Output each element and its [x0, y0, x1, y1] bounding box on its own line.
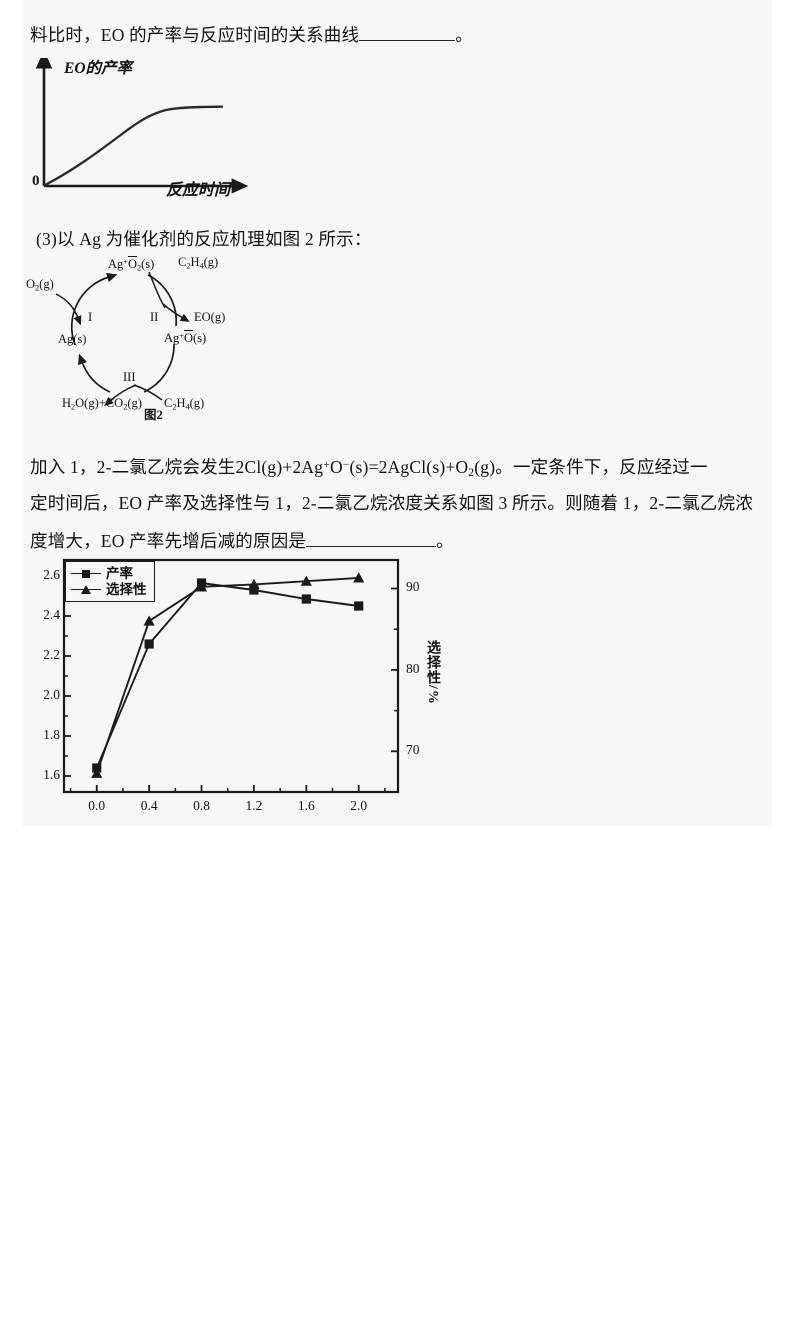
figure-2-arrow-c2h4-in [148, 271, 166, 309]
paragraph-line-1: 加入 1，2-二氯乙烷会发生2Cl(g)+2Ag+O−(s)=2AgCl(s)+… [30, 446, 708, 492]
figure-2-label-products: H2O(g)+CO2(g) [62, 396, 142, 412]
question-line-1-period: 。 [455, 25, 473, 45]
figure-2-label-ags: Ag(s) [58, 332, 87, 346]
figure-2-arrow-eo-out [162, 303, 190, 322]
data-point-选择性 [248, 578, 260, 590]
figure-1-origin-label: 0 [32, 173, 40, 189]
figure-3-chart: 产率 选择性 选择性/% 1.6 1.8 2.0 2.2 2.4 2.6 70 80 90 0.0… [30, 552, 450, 824]
data-point-选择性 [353, 572, 365, 583]
left-axis-tick-label: 2.6 [43, 567, 60, 582]
figure-2-label-ago2s: Ag+O2(s) [108, 257, 155, 273]
figure-1-svg [35, 50, 249, 194]
figure-2-arc-step-1 [70, 272, 118, 346]
figure-1-curve [43, 105, 224, 187]
question-line-1-text: 料比时，EO 的产率与反应时间的关系曲线 [30, 25, 360, 45]
figure-2-caption: 图2 [144, 408, 163, 422]
paragraph-line-3: 度增大，EO 产率先增后减的原因是 。 [30, 522, 454, 560]
figure-2-arc-step-3b [78, 353, 111, 393]
series-line-选择性 [95, 576, 359, 774]
x-axis-tick-label: 1.6 [297, 798, 315, 813]
paragraph-line-3-period: 。 [436, 531, 454, 551]
figure-2-mechanism: O2(g) Ag+O2(s) C2H4(g) EO(g) Ag+O(s) Ag(… [26, 252, 306, 422]
x-axis-tick-label: 2.0 [350, 798, 368, 813]
right-axis-tick-label: 90 [406, 579, 420, 595]
paragraph-text-b: 。一定条件下，反应经过一 [495, 456, 708, 477]
figure-2-step-1: I [88, 310, 93, 324]
data-point-产率 [249, 585, 259, 595]
answer-blank-2[interactable] [306, 546, 437, 547]
data-point-选择性 [143, 615, 155, 626]
figure-1-yield-vs-time: EO的产率 反应时间 0 [26, 50, 288, 210]
legend-item-yield: 产率 [71, 565, 147, 581]
data-point-产率 [301, 594, 311, 604]
figure-2-step-2: II [150, 310, 159, 324]
left-axis-tick-label: 1.6 [43, 767, 60, 782]
data-point-选择性 [91, 767, 103, 778]
data-point-产率 [144, 639, 154, 649]
document-content: 料比时，EO 的产率与反应时间的关系曲线。 EO的产率 反应时间 0 (3)以 … [0, 0, 800, 826]
paragraph-equation: 2Cl(g)+2Ag+O−(s)=2AgCl(s)+O2(g) [235, 456, 496, 480]
legend-label-selectivity: 选择性 [106, 581, 147, 597]
legend-label-yield: 产率 [106, 565, 133, 581]
figure-2-label-o2: O2(g) [26, 277, 54, 293]
left-axis-tick-label: 2.4 [43, 607, 60, 622]
square-marker-icon [71, 567, 101, 579]
figure-2-svg [55, 271, 190, 407]
figure-2-step-3: III [123, 370, 136, 384]
figure-2-label-agos: Ag+O(s) [164, 331, 207, 345]
paragraph-text-a: 加入 1，2-二氯乙烷会发生 [30, 456, 236, 477]
legend-item-selectivity: 选择性 [71, 581, 147, 597]
answer-blank-1[interactable] [359, 40, 456, 41]
figure-2-arc-step-2 [147, 274, 178, 327]
right-axis-tick-label: 70 [406, 742, 420, 758]
triangle-marker-icon [71, 583, 101, 595]
figure-1-x-axis-label: 反应时间 [166, 182, 231, 199]
figure-2-arrow-c2h4-bottom-in [133, 384, 163, 401]
figure-2-label-eo: EO(g) [194, 310, 226, 324]
x-axis-tick-label: 0.4 [140, 798, 158, 813]
x-axis-tick-label: 1.2 [245, 798, 263, 813]
question-line-1: 料比时，EO 的产率与反应时间的关系曲线 。 [30, 16, 473, 54]
left-axis-tick-label: 2.0 [43, 687, 60, 702]
figure-1-y-axis-label: EO的产率 [64, 60, 133, 77]
figure-2-label-c2h4-top: C2H4(g) [178, 255, 219, 271]
data-point-选择性 [300, 575, 312, 586]
figure-2-arc-step-3a [143, 343, 175, 393]
paragraph-line-2: 定时间后，EO 产率及选择性与 1，2-二氯乙烷浓度关系如图 3 所示。则随着 … [30, 493, 753, 513]
right-axis-tick-label: 80 [406, 660, 420, 676]
left-axis-tick-label: 2.2 [43, 647, 60, 662]
question-line-3: (3)以 Ag 为催化剂的反应机理如图 2 所示： [36, 229, 372, 249]
figure-2-arrow-o2-in [55, 293, 82, 326]
chart-right-axis-label: 选择性/% [425, 640, 440, 705]
chart-legend: 产率 选择性 [65, 561, 155, 602]
x-axis-tick-label: 0.8 [193, 798, 210, 813]
figure-2-label-c2h4-bottom: C2H4(g) [164, 396, 205, 412]
figure-2-arrow-products-out [104, 384, 137, 407]
left-axis-tick-label: 1.8 [43, 727, 60, 742]
paragraph-line-3-text: 度增大，EO 产率先增后减的原因是 [30, 531, 307, 551]
data-point-产率 [354, 601, 364, 611]
x-axis-tick-label: 0.0 [88, 798, 106, 813]
data-point-选择性 [195, 581, 208, 592]
